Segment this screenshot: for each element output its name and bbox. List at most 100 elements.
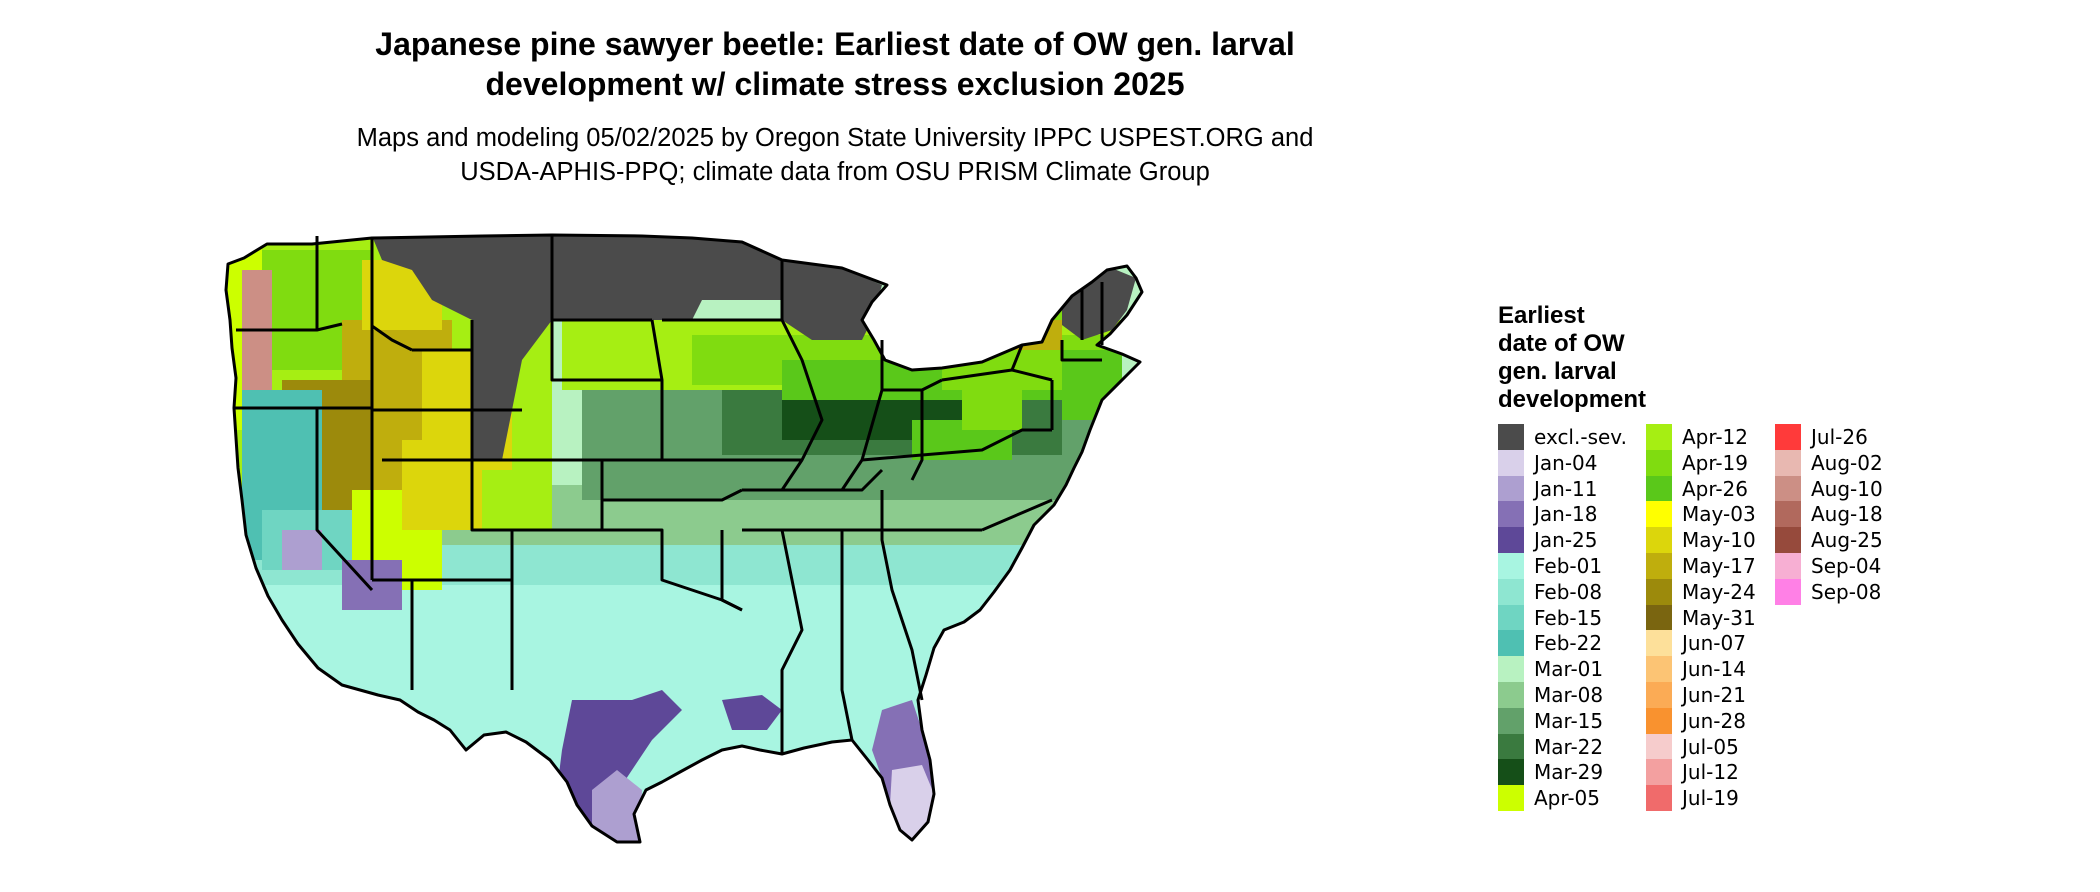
legend-swatch xyxy=(1498,553,1524,579)
legend-swatch xyxy=(1498,682,1524,708)
legend-swatch xyxy=(1498,501,1524,528)
legend-label: May-17 xyxy=(1682,554,1756,578)
legend-item: Jul-26 xyxy=(1775,424,1868,450)
legend-label: Sep-04 xyxy=(1811,554,1882,578)
legend-swatch xyxy=(1498,656,1524,683)
legend-item: Mar-22 xyxy=(1498,733,1604,760)
map-title: Japanese pine sawyer beetle: Earliest da… xyxy=(210,24,1460,104)
legend-swatch xyxy=(1646,630,1672,657)
legend-label: Jan-04 xyxy=(1534,450,1598,475)
legend-swatch xyxy=(1498,785,1524,812)
map-subtitle: Maps and modeling 05/02/2025 by Oregon S… xyxy=(210,121,1460,189)
legend-title-line-4: development xyxy=(1498,386,1647,413)
legend-item: Aug-02 xyxy=(1775,449,1883,476)
legend-swatch xyxy=(1646,656,1672,683)
map-subtitle-line-1: Maps and modeling 05/02/2025 by Oregon S… xyxy=(356,124,1314,152)
legend-title-line-1: Earliest xyxy=(1498,302,1585,329)
legend-label: May-10 xyxy=(1682,528,1756,553)
legend-label: Jul-19 xyxy=(1682,786,1739,811)
legend-swatch xyxy=(1775,449,1801,476)
legend-item: Feb-01 xyxy=(1498,553,1602,579)
legend-item: Aug-10 xyxy=(1775,475,1883,502)
legend-item: May-24 xyxy=(1646,578,1756,605)
legend-swatch xyxy=(1498,527,1524,554)
legend-swatch xyxy=(1646,475,1672,502)
legend-item: Jun-21 xyxy=(1646,682,1746,708)
legend-label: Mar-15 xyxy=(1534,708,1604,733)
legend-label: Feb-22 xyxy=(1534,631,1603,656)
legend-label: Aug-25 xyxy=(1811,528,1883,553)
legend-swatch xyxy=(1498,475,1524,502)
legend-item: Feb-15 xyxy=(1498,604,1603,631)
legend-label: Mar-29 xyxy=(1534,760,1604,785)
legend-item: Apr-05 xyxy=(1498,785,1600,812)
legend-label: Apr-12 xyxy=(1682,425,1748,449)
legend-label: Sep-08 xyxy=(1811,579,1882,604)
legend-item: May-17 xyxy=(1646,553,1756,579)
legend-item: Feb-22 xyxy=(1498,630,1603,657)
legend-item: Mar-15 xyxy=(1498,707,1604,734)
legend-swatch xyxy=(1498,604,1524,631)
legend-label: Jul-05 xyxy=(1682,734,1739,759)
legend-label: May-31 xyxy=(1682,605,1756,630)
legend-label: Aug-10 xyxy=(1811,476,1883,501)
legend-label: Apr-05 xyxy=(1534,786,1600,811)
us-map xyxy=(224,233,1144,844)
legend-swatch xyxy=(1775,527,1801,554)
map-title-line-2: development w/ climate stress exclusion … xyxy=(485,66,1185,102)
legend-item: Mar-08 xyxy=(1498,682,1603,708)
legend-item: excl.-sev. xyxy=(1498,424,1627,450)
legend-label: Jan-11 xyxy=(1534,476,1598,501)
legend-swatch xyxy=(1646,759,1672,786)
legend-item: Apr-26 xyxy=(1646,475,1748,502)
legend-label: May-03 xyxy=(1682,502,1756,527)
legend-item: Sep-08 xyxy=(1775,578,1882,605)
legend-swatch xyxy=(1646,424,1672,450)
legend-label: Mar-22 xyxy=(1534,734,1604,759)
legend-label: Jan-25 xyxy=(1534,528,1598,553)
legend-swatch xyxy=(1775,578,1801,605)
legend-label: May-24 xyxy=(1682,579,1756,604)
legend-item: Jan-11 xyxy=(1498,475,1598,502)
legend-swatch xyxy=(1646,707,1672,734)
legend-label: Feb-01 xyxy=(1534,554,1603,578)
legend-label: Mar-08 xyxy=(1534,683,1604,707)
legend-label: Aug-02 xyxy=(1811,450,1883,475)
legend-swatch xyxy=(1775,553,1801,579)
legend-item: May-10 xyxy=(1646,527,1756,554)
legend-label: Jun-21 xyxy=(1682,683,1746,707)
legend-label: Apr-26 xyxy=(1682,476,1748,501)
map-subtitle-line-2: USDA-APHIS-PPQ; climate data from OSU PR… xyxy=(460,158,1210,186)
legend-label: Jun-07 xyxy=(1682,631,1746,656)
legend-label: Apr-19 xyxy=(1682,450,1748,475)
legend-item: Jan-25 xyxy=(1498,527,1598,554)
legend-label: Jan-18 xyxy=(1534,502,1598,527)
legend-item: Sep-04 xyxy=(1775,553,1881,579)
legend-item: Feb-08 xyxy=(1498,578,1602,605)
legend-swatch xyxy=(1646,527,1672,554)
legend-item: Jun-07 xyxy=(1646,630,1746,657)
legend-swatch xyxy=(1646,604,1672,631)
legend-swatch xyxy=(1646,578,1672,605)
legend-item: Mar-01 xyxy=(1498,656,1603,683)
legend-swatch xyxy=(1498,424,1524,450)
legend-item: Jul-05 xyxy=(1646,733,1739,760)
legend-label: Aug-18 xyxy=(1811,502,1883,527)
legend-item: Jul-19 xyxy=(1646,785,1739,812)
legend-item: Jun-14 xyxy=(1646,656,1746,683)
legend-item: Jul-12 xyxy=(1646,759,1739,786)
legend-label: Jul-26 xyxy=(1811,425,1868,449)
legend-swatch xyxy=(1498,733,1524,760)
legend-label: Jun-28 xyxy=(1682,708,1746,733)
legend-swatch xyxy=(1646,682,1672,708)
legend-item: Jan-04 xyxy=(1498,449,1598,476)
legend-swatch xyxy=(1775,424,1801,450)
legend-label: Feb-15 xyxy=(1534,605,1603,630)
legend-swatch xyxy=(1646,733,1672,760)
legend-label: excl.-sev. xyxy=(1534,425,1627,449)
legend-swatch xyxy=(1646,501,1672,528)
legend-title-line-3: gen. larval xyxy=(1498,358,1617,385)
legend-swatch xyxy=(1498,707,1524,734)
legend-swatch xyxy=(1646,553,1672,579)
legend-label: Jun-14 xyxy=(1682,657,1746,682)
